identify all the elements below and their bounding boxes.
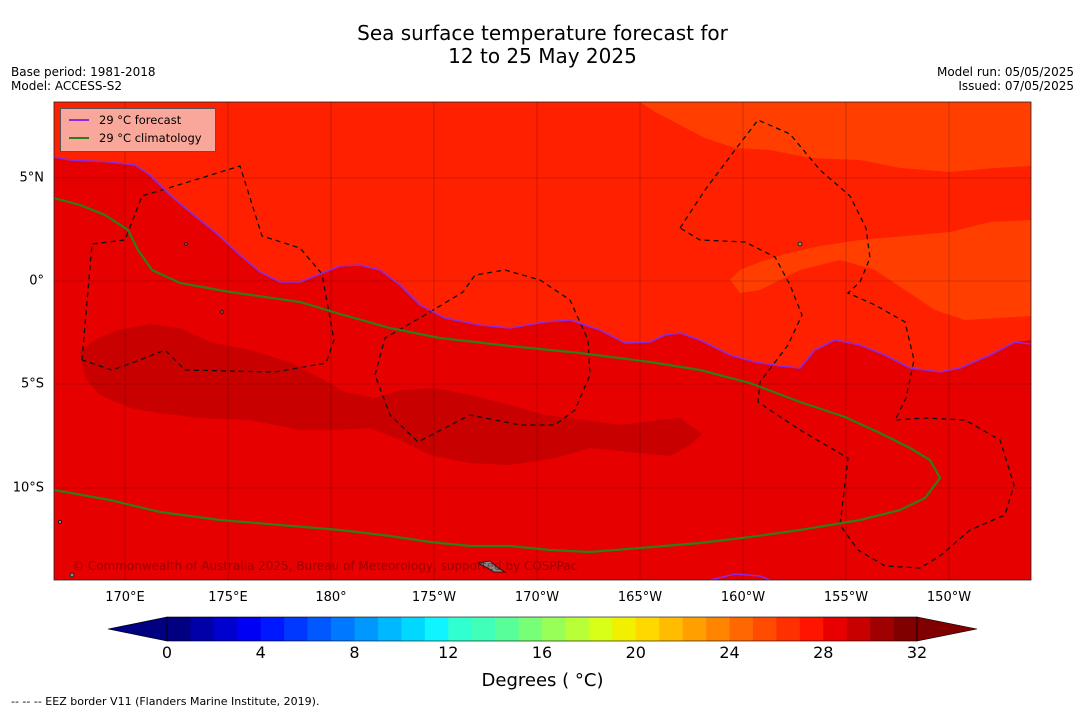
colorbar-bin bbox=[823, 617, 847, 641]
forecast-29c-line-south bbox=[709, 573, 771, 580]
colorbar-bin bbox=[729, 617, 754, 641]
lon-label: 160°W bbox=[720, 590, 766, 605]
sst-region-27-28 bbox=[640, 102, 1031, 320]
lat-label: 10°S bbox=[12, 480, 44, 496]
colorbar-bin bbox=[331, 617, 355, 641]
legend-forecast: 29 °C forecast bbox=[69, 112, 181, 128]
colorbar-bin bbox=[635, 617, 660, 641]
colorbar-bin bbox=[846, 617, 871, 641]
colorbar-tick-label: 12 bbox=[438, 643, 459, 662]
colorbar-tick-label: 24 bbox=[719, 643, 740, 662]
colorbar-bin bbox=[260, 617, 285, 641]
eez-borders bbox=[81, 119, 1015, 569]
eez-footnote: -- -- -- EEZ border V11 (Flanders Marine… bbox=[11, 695, 320, 708]
colorbar-tick-label: 16 bbox=[531, 643, 553, 662]
lon-label: 165°W bbox=[617, 590, 663, 605]
colorbar-bin bbox=[799, 617, 824, 641]
colorbar-tick-label: 32 bbox=[906, 643, 928, 662]
base-period: Base period: 1981-2018 bbox=[11, 65, 156, 79]
lat-label: 0° bbox=[29, 273, 44, 289]
legend-climatology: 29 °C climatology bbox=[69, 130, 202, 146]
forecast-swatch bbox=[69, 119, 89, 121]
colorbar-bin bbox=[612, 617, 637, 641]
colorbar-bin bbox=[495, 617, 519, 641]
colorbar-bin bbox=[518, 617, 543, 641]
colorbar-tick-label: 28 bbox=[813, 643, 834, 662]
lon-label: 150°W bbox=[926, 590, 972, 605]
colorbar-bin bbox=[167, 617, 191, 641]
colorbar-title: Degrees ( °C) bbox=[481, 670, 604, 691]
colorbar-extend-high bbox=[916, 616, 978, 642]
colorbar-bin bbox=[237, 617, 262, 641]
copyright-notice: © Commonwealth of Australia 2025, Bureau… bbox=[72, 559, 578, 573]
lon-label: 175°E bbox=[208, 590, 248, 605]
lon-label: 170°W bbox=[514, 590, 560, 605]
colorbar-tick-label: 0 bbox=[161, 643, 173, 662]
colorbar-extend-low bbox=[107, 616, 168, 642]
colorbar-tick-label: 8 bbox=[349, 643, 360, 662]
colorbar-bin bbox=[659, 617, 683, 641]
colorbar-tick-label: 20 bbox=[625, 643, 646, 662]
colorbar-bin bbox=[752, 617, 777, 641]
climatology-29c-line bbox=[54, 196, 942, 554]
issued-date: Issued: 07/05/2025 bbox=[958, 79, 1074, 93]
map-frame bbox=[53, 101, 1032, 581]
colorbar-bin bbox=[307, 617, 332, 641]
island-markers bbox=[58, 241, 803, 578]
meta-right: Model run: 05/05/2025 Issued: 07/05/2025 bbox=[937, 65, 1074, 93]
colorbar-bin bbox=[284, 617, 308, 641]
colorbar-bin bbox=[377, 617, 402, 641]
lat-label: 5°N bbox=[19, 170, 45, 186]
colorbar-bin bbox=[706, 617, 730, 641]
colorbar-bin bbox=[190, 617, 215, 641]
colorbar-bin bbox=[893, 617, 918, 641]
legend-forecast-label: 29 °C forecast bbox=[99, 113, 182, 127]
colorbar-tick-label: 4 bbox=[255, 643, 266, 662]
colorbar-bin bbox=[354, 617, 379, 641]
colorbar-bin bbox=[870, 617, 894, 641]
lon-label: 180° bbox=[315, 590, 347, 605]
model-name: Model: ACCESS-S2 bbox=[11, 79, 123, 93]
colorbar-bin bbox=[424, 617, 449, 641]
colorbar-bin bbox=[213, 617, 238, 641]
colorbar-outline bbox=[166, 616, 918, 642]
sst-region-28-29 bbox=[54, 102, 1031, 372]
colorbar-bin bbox=[542, 617, 566, 641]
colorbar-bin bbox=[448, 617, 472, 641]
colorbar-bin bbox=[588, 617, 613, 641]
legend-climatology-label: 29 °C climatology bbox=[99, 131, 202, 145]
meta-left: Base period: 1981-2018 Model: ACCESS-S2 bbox=[11, 65, 156, 93]
map-legend: 29 °C forecast 29 °C climatology bbox=[60, 108, 216, 152]
colorbar bbox=[107, 616, 978, 642]
lat-label: 5°S bbox=[20, 376, 44, 392]
forecast-29c-line bbox=[54, 156, 1031, 373]
chart-title-line2: 12 to 25 May 2025 bbox=[448, 44, 637, 68]
lon-label: 155°W bbox=[823, 590, 869, 605]
lon-label: 170°E bbox=[105, 590, 145, 605]
colorbar-bin bbox=[682, 617, 707, 641]
chart-title-line1: Sea surface temperature forecast for bbox=[357, 21, 728, 45]
climatology-swatch bbox=[69, 137, 89, 139]
colorbar-bin bbox=[401, 617, 426, 641]
colorbar-bin bbox=[776, 617, 801, 641]
lon-label: 175°W bbox=[411, 590, 457, 605]
sst-region-30-31 bbox=[80, 324, 702, 465]
model-run: Model run: 05/05/2025 bbox=[936, 65, 1074, 79]
colorbar-bin bbox=[565, 617, 590, 641]
colorbar-bin bbox=[471, 617, 496, 641]
